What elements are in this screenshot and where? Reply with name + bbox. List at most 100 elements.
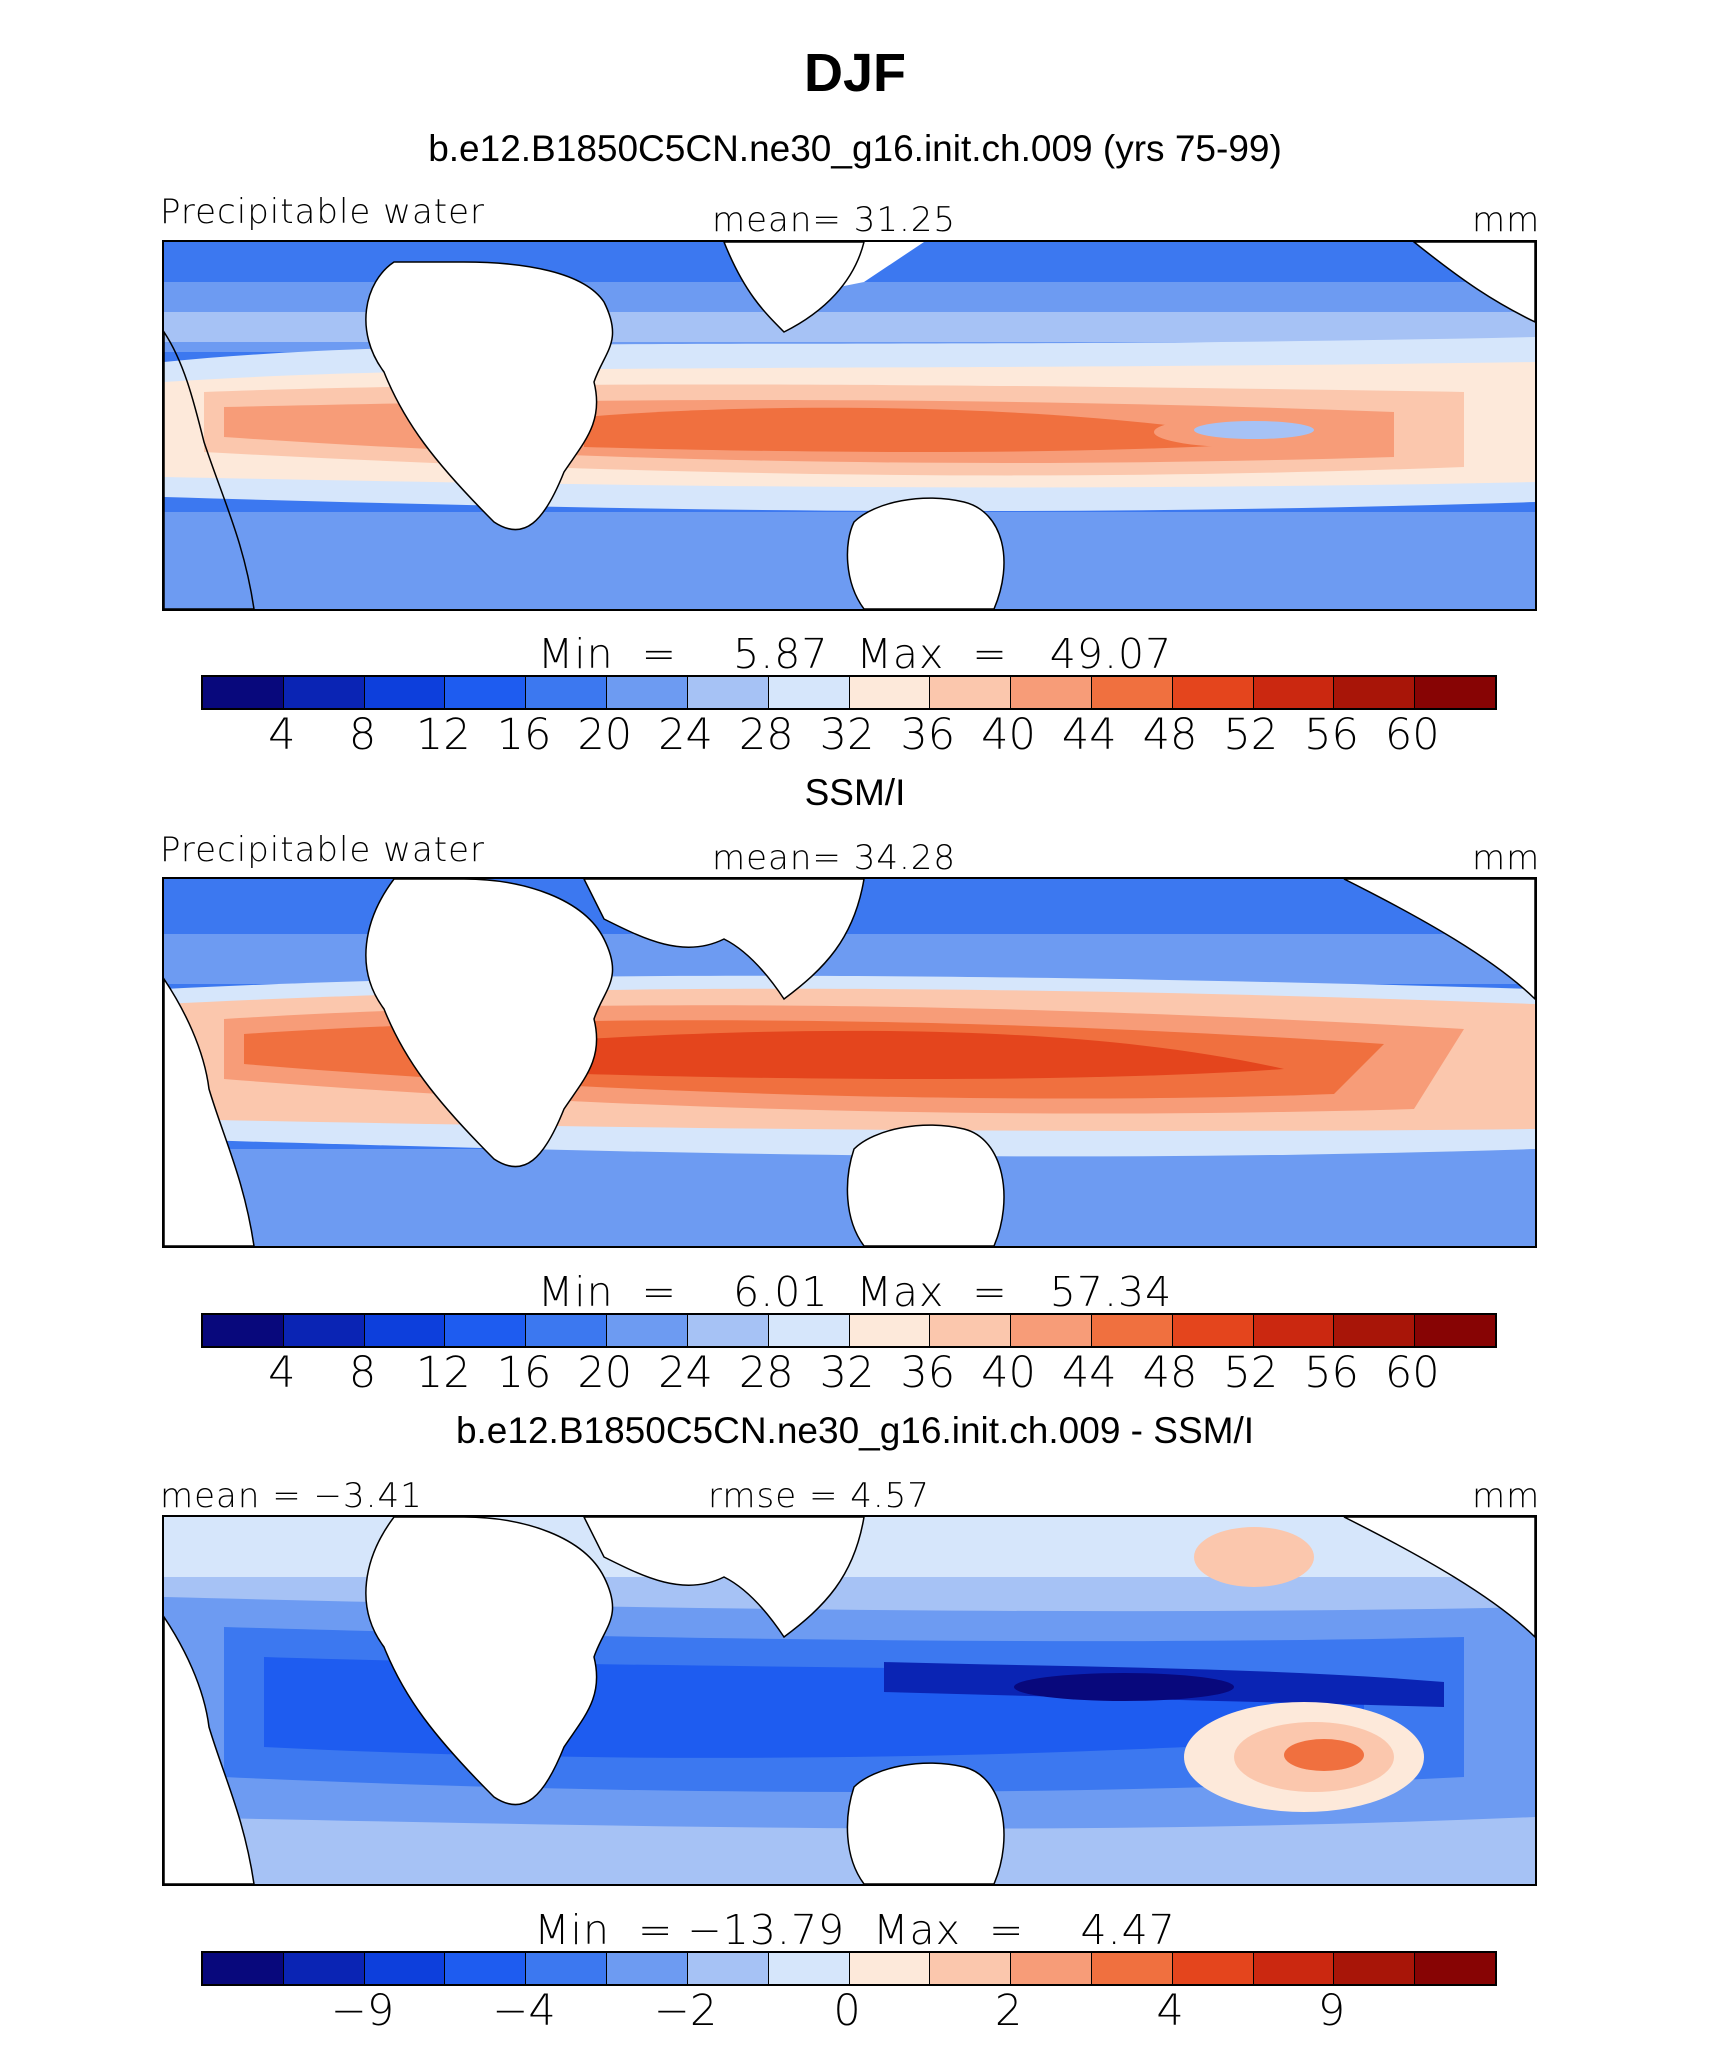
colorbar-tick-label: −2 — [653, 1986, 718, 2036]
colorbar-tick-label: 4 — [268, 1348, 296, 1398]
colorbar-swatch — [1011, 1953, 1092, 1984]
colorbar-swatch — [1334, 677, 1416, 708]
colorbar-swatch — [849, 1953, 931, 1984]
colorbar-tick-label: 24 — [658, 1348, 713, 1398]
colorbar-tick-label: 44 — [1061, 710, 1117, 760]
colorbar-swatch — [768, 1315, 850, 1346]
colorbar-tick-label: 60 — [1384, 710, 1440, 760]
colorbar-swatch — [768, 677, 850, 708]
panel-1-colorbar — [201, 675, 1497, 710]
colorbar-tick-label: 36 — [900, 1348, 956, 1398]
panel-2-colorbar — [201, 1313, 1497, 1348]
colorbar-swatch — [1091, 1315, 1173, 1346]
colorbar-swatch — [687, 1315, 769, 1346]
panel-3-subtitle: b.e12.B1850C5CN.ne30_g16.init.ch.009 - S… — [455, 1410, 1255, 1451]
colorbar-swatch — [283, 677, 365, 708]
colorbar-tick-label: 20 — [577, 710, 633, 760]
colorbar-tick-label: 16 — [496, 710, 552, 760]
colorbar-tick-label: 8 — [348, 710, 377, 760]
colorbar-tick-label: 28 — [738, 710, 794, 760]
panel-2-units-label: mm — [1472, 838, 1541, 878]
colorbar-swatch — [1415, 677, 1495, 708]
colorbar-tick-label: 8 — [348, 1348, 377, 1398]
colorbar-swatch — [1334, 1315, 1416, 1346]
colorbar-tick-label: 9 — [1317, 1986, 1346, 2036]
colorbar-swatch — [1091, 677, 1173, 708]
colorbar-tick-label: −9 — [330, 1986, 395, 2036]
colorbar-tick-label: 24 — [658, 710, 713, 760]
panel-1-subtitle: b.e12.B1850C5CN.ne30_g16.init.ch.009 (yr… — [428, 128, 1282, 169]
colorbar-swatch — [1415, 1315, 1495, 1346]
colorbar-swatch — [930, 1315, 1012, 1346]
colorbar-swatch — [364, 1315, 446, 1346]
colorbar-swatch — [768, 1953, 850, 1984]
colorbar-swatch — [1011, 1315, 1092, 1346]
colorbar-swatch — [849, 1315, 931, 1346]
colorbar-swatch — [607, 1315, 688, 1346]
colorbar-swatch — [687, 1953, 769, 1984]
figure-title: DJF — [803, 43, 906, 103]
colorbar-swatch — [1415, 1953, 1495, 1984]
colorbar-swatch — [1091, 1953, 1173, 1984]
panel-1-minmax: Min = 5.87 Max = 49.07 — [537, 630, 1173, 678]
colorbar-tick-label: 60 — [1384, 1348, 1440, 1398]
colorbar-tick-label: 2 — [994, 1986, 1023, 2036]
colorbar-tick-label: 20 — [577, 1348, 633, 1398]
colorbar-swatch — [526, 677, 608, 708]
colorbar-swatch — [1334, 1953, 1416, 1984]
colorbar-tick-label: 44 — [1061, 1348, 1117, 1398]
colorbar-swatch — [687, 677, 769, 708]
colorbar-swatch — [445, 1953, 527, 1984]
colorbar-swatch — [283, 1315, 365, 1346]
colorbar-swatch — [1172, 1953, 1254, 1984]
colorbar-tick-label: 52 — [1223, 1348, 1279, 1398]
colorbar-swatch — [445, 677, 527, 708]
colorbar-tick-label: 0 — [833, 1986, 861, 2036]
panel-3-colorbar — [201, 1951, 1497, 1986]
colorbar-swatch — [364, 677, 446, 708]
colorbar-tick-label: 52 — [1223, 710, 1279, 760]
colorbar-swatch — [445, 1315, 527, 1346]
colorbar-swatch — [203, 677, 284, 708]
colorbar-swatch — [849, 677, 931, 708]
colorbar-swatch — [283, 1953, 365, 1984]
panel-3-minmax: Min = −13.79 Max = 4.47 — [534, 1906, 1176, 1954]
panel-1-map — [162, 240, 1537, 611]
colorbar-tick-label: 16 — [496, 1348, 552, 1398]
panel-1-variable-label: Precipitable water — [160, 192, 486, 232]
colorbar-swatch — [526, 1315, 608, 1346]
colorbar-swatch — [1253, 1953, 1335, 1984]
panel-3-units-label: mm — [1472, 1476, 1541, 1516]
colorbar-swatch — [1172, 677, 1254, 708]
colorbar-tick-label: −4 — [492, 1986, 556, 2036]
panel-3-rmse-label: rmse = 4.57 — [708, 1476, 930, 1516]
panel-3-colorbar-ticks: −9 −4 −2 0 2 4 9 — [201, 1986, 1493, 2036]
colorbar-swatch — [1253, 1315, 1335, 1346]
colorbar-tick-label: 48 — [1142, 710, 1198, 760]
colorbar-tick-label: 12 — [415, 710, 471, 760]
colorbar-tick-label: 56 — [1304, 1348, 1359, 1398]
colorbar-tick-label: 56 — [1304, 710, 1359, 760]
colorbar-swatch — [364, 1953, 446, 1984]
colorbar-tick-label: 40 — [981, 1348, 1036, 1398]
colorbar-swatch — [607, 677, 688, 708]
colorbar-swatch — [930, 1953, 1012, 1984]
panel-1-colorbar-ticks: 4 8 12 16 20 24 28 32 36 40 44 48 52 56 60 — [201, 710, 1493, 760]
colorbar-tick-label: 4 — [1156, 1986, 1184, 2036]
panel-2-map — [162, 877, 1537, 1248]
panel-1-mean-label: mean= 31.25 — [712, 200, 957, 240]
colorbar-swatch — [1253, 677, 1335, 708]
colorbar-tick-label: 32 — [819, 1348, 875, 1398]
colorbar-tick-label: 32 — [819, 710, 875, 760]
panel-1-units-label: mm — [1472, 200, 1541, 240]
colorbar-swatch — [607, 1953, 688, 1984]
colorbar-tick-label: 28 — [738, 1348, 794, 1398]
colorbar-swatch — [203, 1315, 284, 1346]
panel-2-variable-label: Precipitable water — [160, 830, 486, 870]
colorbar-swatch — [1172, 1315, 1254, 1346]
colorbar-tick-label: 48 — [1142, 1348, 1198, 1398]
panel-3-mean-label: mean = −3.41 — [160, 1476, 423, 1516]
colorbar-swatch — [526, 1953, 608, 1984]
panel-2-mean-label: mean= 34.28 — [712, 838, 957, 878]
colorbar-swatch — [203, 1953, 284, 1984]
